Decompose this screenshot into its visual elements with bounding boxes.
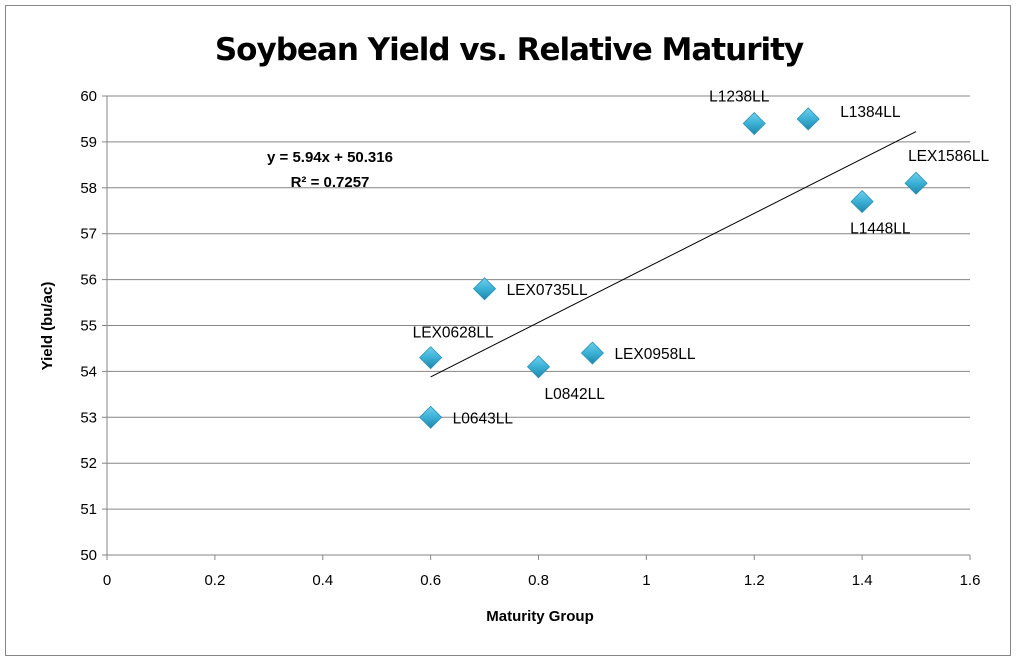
trendline: [430, 131, 917, 378]
data-point-marker: [472, 277, 497, 301]
data-point-marker: [796, 107, 820, 131]
data-point-marker: [580, 341, 605, 365]
x-tick-label: 1: [642, 572, 650, 589]
data-point-marker: [850, 190, 874, 214]
y-tick-label: 57: [80, 226, 97, 243]
y-tick-label: 52: [80, 455, 97, 472]
data-point-label: LEX1586LL: [908, 148, 989, 165]
data-point-marker: [419, 405, 443, 429]
x-tick-label: 0: [103, 572, 111, 589]
x-tick-label: 0.2: [204, 572, 225, 589]
data-point-label: L1384LL: [840, 104, 901, 121]
x-tick-label: 0.6: [420, 572, 441, 589]
data-point-label: LEX0628LL: [413, 325, 494, 342]
data-point-label: LEX0958LL: [614, 346, 695, 363]
y-tick-label: 58: [80, 180, 97, 197]
x-tick-label: 0.4: [312, 572, 333, 589]
y-tick-label: 51: [80, 501, 97, 518]
trendline-equation: y = 5.94x + 50.316: [267, 149, 393, 166]
data-point-marker: [742, 111, 766, 136]
y-tick-label: 59: [80, 134, 97, 151]
data-point-label: LEX0735LL: [507, 282, 588, 299]
data-point-label: L0842LL: [545, 386, 606, 403]
y-tick-label: 50: [80, 547, 97, 564]
y-tick-label: 53: [80, 409, 97, 426]
x-tick-label: 0.8: [528, 572, 549, 589]
y-tick-label: 54: [80, 363, 97, 380]
chart-title: Soybean Yield vs. Relative Maturity: [215, 32, 804, 68]
x-tick-label: 1.2: [744, 572, 765, 589]
data-point-marker: [904, 171, 928, 195]
data-point-marker: [526, 355, 551, 379]
data-point-label: L1448LL: [850, 221, 911, 238]
chart-frame: [5, 5, 1011, 656]
trendline-r-squared: R² = 0.7257: [291, 174, 370, 191]
y-tick-label: 55: [80, 318, 97, 335]
data-point-marker: [419, 346, 443, 370]
y-tick-label: 60: [80, 88, 97, 105]
x-tick-label: 1.6: [960, 572, 981, 589]
data-point-label: L0643LL: [453, 410, 514, 427]
y-tick-label: 56: [80, 272, 97, 289]
y-axis-label: Yield (bu/ac): [39, 282, 56, 371]
x-axis-label: Maturity Group: [486, 608, 594, 625]
data-point-label: L1238LL: [709, 89, 770, 106]
x-tick-label: 1.4: [852, 572, 873, 589]
